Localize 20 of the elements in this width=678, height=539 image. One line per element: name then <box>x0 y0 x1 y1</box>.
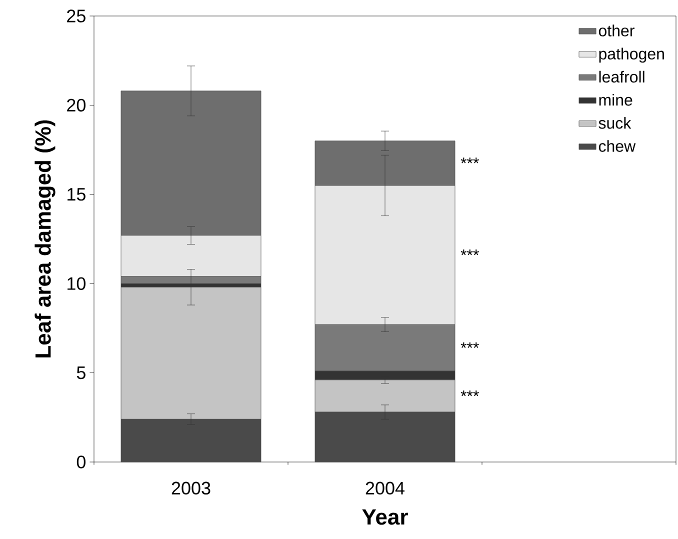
y-tick-label: 10 <box>68 277 86 290</box>
legend-label: leafroll <box>599 70 644 83</box>
legend-label: other <box>598 24 634 36</box>
y-axis-title: Leaf area damaged (%) <box>34 120 56 358</box>
legend-label: mine <box>599 94 632 106</box>
x-tick-label: 2003 <box>172 482 210 495</box>
annotation: *** <box>460 158 479 164</box>
legend-label: suck <box>598 117 632 129</box>
annotation: *** <box>460 390 479 396</box>
x-axis-title: Year <box>362 509 408 525</box>
x-tick-label: 2004 <box>366 482 404 495</box>
y-tick-label: 0 <box>76 456 86 468</box>
legend-label: pathogen <box>599 48 664 63</box>
y-tick-label: 25 <box>67 10 86 22</box>
y-tick-label: 5 <box>76 366 86 380</box>
y-tick-label: 15 <box>68 188 86 201</box>
annotation: *** <box>460 250 479 256</box>
y-tick-label: 20 <box>67 98 86 112</box>
annotation: *** <box>460 342 479 348</box>
legend-label: chew <box>598 140 636 152</box>
